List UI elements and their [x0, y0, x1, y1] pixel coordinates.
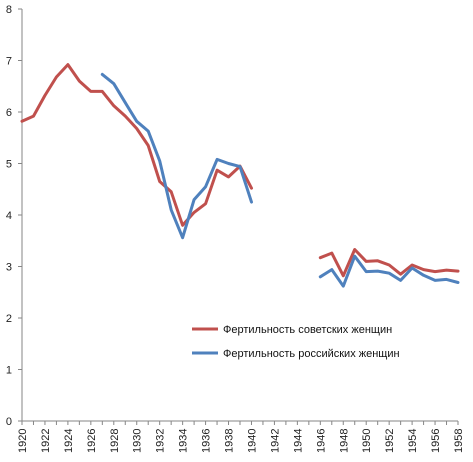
y-tick-label: 8 — [6, 4, 12, 16]
x-tick-label: 1946 — [315, 429, 327, 453]
series-1-line-segment-1 — [20, 63, 253, 227]
series-2-line-segment-2 — [318, 254, 460, 288]
x-tick-label: 1920 — [17, 429, 29, 453]
legend-label-2: Фертильность российских женщин — [223, 348, 400, 360]
x-tick-label: 1958 — [453, 429, 465, 453]
y-tick-label: 4 — [6, 210, 12, 222]
x-tick-label: 1934 — [178, 429, 190, 453]
y-tick-label: 6 — [6, 107, 12, 119]
x-tick-label: 1924 — [63, 429, 75, 453]
x-tick-label: 1922 — [40, 429, 52, 453]
x-tick-label: 1956 — [430, 429, 442, 453]
x-tick-label: 1932 — [155, 429, 167, 453]
y-tick-label: 1 — [6, 365, 12, 377]
y-tick-label: 3 — [6, 262, 12, 274]
y-axis-tick-labels: 0 1 2 3 4 5 6 7 8 — [6, 4, 22, 428]
x-axis-tick-labels: 1920 1922 1924 1926 1928 1930 1932 1934 1936 1938… — [17, 421, 465, 453]
series-2-line-segment-1 — [100, 72, 253, 240]
x-tick-label: 1936 — [201, 429, 213, 453]
y-tick-label: 2 — [6, 313, 12, 325]
x-tick-label: 1944 — [292, 429, 304, 453]
x-tick-label: 1950 — [361, 429, 373, 453]
x-tick-label: 1928 — [109, 429, 121, 453]
x-tick-label: 1942 — [269, 429, 281, 453]
x-tick-label: 1952 — [384, 429, 396, 453]
chart-series — [20, 63, 460, 288]
x-tick-label: 1938 — [224, 429, 236, 453]
y-tick-label: 0 — [6, 416, 12, 428]
x-tick-label: 1930 — [132, 429, 144, 453]
chart-legend: Фертильность советских женщин Фертильност… — [192, 324, 400, 360]
x-tick-label: 1954 — [407, 429, 419, 453]
series-1-line-segment-2 — [318, 248, 460, 278]
x-tick-label: 1940 — [246, 429, 258, 453]
y-tick-label: 5 — [6, 159, 12, 171]
legend-label-1: Фертильность советских женщин — [223, 324, 392, 336]
y-tick-label: 7 — [6, 56, 12, 68]
x-tick-label: 1948 — [338, 429, 350, 453]
x-tick-label: 1926 — [86, 429, 98, 453]
